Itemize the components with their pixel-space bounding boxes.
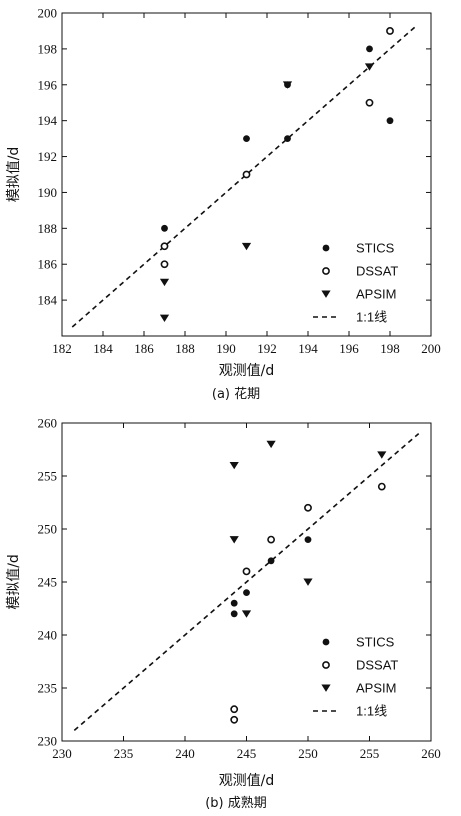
legend-label: 1:1线 xyxy=(356,310,387,325)
legend-swatch-dssat xyxy=(322,267,330,275)
x-tick-label: 250 xyxy=(298,746,318,761)
data-point-apsim xyxy=(229,461,239,470)
data-point-dssat xyxy=(160,260,169,269)
x-tick-label: 245 xyxy=(237,746,257,761)
legend: STICS DSSAT APSIM 1:1线 xyxy=(313,241,398,325)
y-tick-label: 198 xyxy=(38,41,58,56)
series-dssat xyxy=(160,27,394,269)
x-tick-label: 182 xyxy=(52,341,72,356)
x-tick-label: 198 xyxy=(380,341,400,356)
data-point-stics xyxy=(267,557,275,565)
data-point-apsim xyxy=(241,242,252,251)
x-tick-label: 255 xyxy=(360,746,380,761)
x-tick-label: 240 xyxy=(175,746,195,761)
y-tick-label: 230 xyxy=(38,734,58,749)
data-point-apsim xyxy=(159,314,170,322)
one-to-one-line xyxy=(73,432,420,732)
x-tick-label: 260 xyxy=(421,746,441,761)
legend-swatch-apsim xyxy=(321,290,331,298)
series-apsim xyxy=(229,440,387,618)
y-tick-label: 255 xyxy=(38,469,58,484)
y-tick-label: 235 xyxy=(38,681,58,696)
x-tick-label: 235 xyxy=(114,746,134,761)
series-dssat xyxy=(230,482,386,724)
data-point-apsim xyxy=(364,63,375,71)
data-point-apsim xyxy=(241,610,252,618)
x-tick-label: 196 xyxy=(339,341,359,356)
y-tick-label: 188 xyxy=(38,221,58,236)
x-tick-label: 184 xyxy=(93,341,113,356)
x-axis-label: 观测值/d xyxy=(219,363,275,379)
data-point-stics xyxy=(161,224,168,232)
y-tick-label: 260 xyxy=(38,416,58,431)
legend-label: STICS xyxy=(356,635,395,650)
legend-label: DSSAT xyxy=(356,264,398,279)
x-tick-label: 192 xyxy=(257,341,277,356)
data-point-dssat xyxy=(377,482,386,491)
data-point-dssat xyxy=(242,170,251,179)
data-point-dssat xyxy=(230,715,239,724)
data-point-stics xyxy=(230,599,238,607)
data-point-dssat xyxy=(267,535,275,544)
y-tick-label: 250 xyxy=(38,522,58,537)
data-point-stics xyxy=(304,536,312,543)
series-stics xyxy=(161,27,394,232)
legend-label: DSSAT xyxy=(356,658,398,673)
legend: STICS DSSAT APSIM 1:1线 xyxy=(313,635,398,719)
y-tick-label: 190 xyxy=(38,185,58,200)
data-point-apsim xyxy=(229,536,239,544)
data-point-stics xyxy=(386,117,394,125)
data-point-dssat xyxy=(160,242,169,251)
x-tick-label: 230 xyxy=(52,746,72,761)
y-tick-label: 196 xyxy=(38,77,58,92)
data-point-dssat xyxy=(365,98,374,107)
data-point-dssat xyxy=(242,567,251,576)
y-tick-label: 194 xyxy=(38,113,58,128)
y-tick-label: 245 xyxy=(38,575,58,590)
y-tick-label: 184 xyxy=(38,293,58,308)
data-point-stics xyxy=(230,610,238,618)
y-tick-label: 186 xyxy=(38,257,58,272)
x-tick-label: 188 xyxy=(175,341,195,356)
legend-swatch-stics xyxy=(322,244,330,252)
legend-swatch-apsim xyxy=(321,684,331,692)
x-tick-label: 186 xyxy=(134,341,154,356)
legend-swatch-dssat xyxy=(322,661,330,669)
legend-label: APSIM xyxy=(356,287,396,302)
series-apsim xyxy=(159,63,375,322)
chart-panel-2: 230 235 240 245 250 255 260 230 235 240 245 250 255 2… xyxy=(6,416,441,812)
x-tick-label: 194 xyxy=(298,341,318,356)
legend-label: 1:1线 xyxy=(356,704,387,719)
data-point-apsim xyxy=(303,578,313,586)
data-point-dssat xyxy=(304,503,312,512)
data-point-stics xyxy=(366,45,373,53)
y-tick-label: 200 xyxy=(38,6,58,21)
data-point-stics xyxy=(284,135,291,143)
chart-panel-1: 182 184 186 188 190 192 194 196 198 200 184 186 188 1… xyxy=(6,6,441,403)
plot-frame xyxy=(61,12,432,337)
legend-swatch-stics xyxy=(322,638,330,646)
data-point-apsim xyxy=(159,278,170,287)
y-tick-label: 192 xyxy=(38,149,58,164)
data-point-stics xyxy=(243,589,250,596)
y-axis-label: 模拟值/d xyxy=(6,147,22,203)
data-point-dssat xyxy=(230,705,239,714)
legend-label: APSIM xyxy=(356,681,396,696)
panel-caption: (a) 花期 xyxy=(212,386,260,402)
data-point-dssat xyxy=(386,27,394,35)
data-point-apsim xyxy=(266,440,276,449)
y-axis-label: 模拟值/d xyxy=(6,554,22,610)
legend-label: STICS xyxy=(356,241,395,256)
data-point-apsim xyxy=(282,81,293,89)
series-stics xyxy=(230,536,312,618)
x-axis-label: 观测值/d xyxy=(219,773,275,789)
data-point-stics xyxy=(243,135,250,143)
panel-caption: (b) 成熟期 xyxy=(205,795,267,811)
x-tick-label: 200 xyxy=(421,341,441,356)
data-point-apsim xyxy=(377,451,387,459)
y-tick-label: 240 xyxy=(38,628,58,643)
x-tick-label: 190 xyxy=(216,341,236,356)
